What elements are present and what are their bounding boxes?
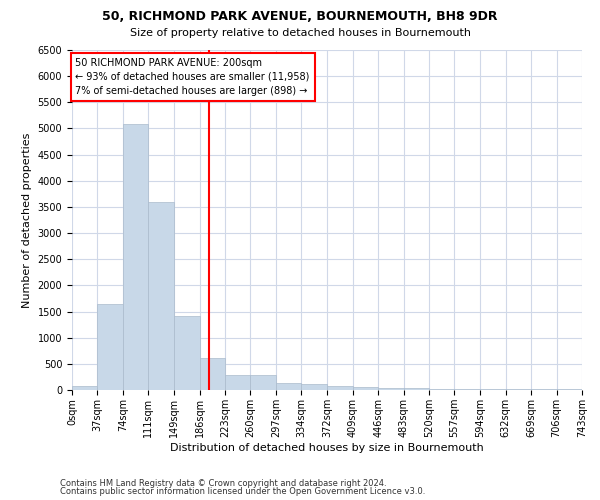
Bar (276, 382, 301, 390)
Bar (250, 376, 276, 390)
Bar (200, 358, 225, 390)
Bar (123, 124, 148, 390)
Bar (301, 384, 328, 390)
Bar (97, 304, 123, 390)
Text: Contains public sector information licensed under the Open Government Licence v3: Contains public sector information licen… (60, 487, 425, 496)
Bar (148, 202, 174, 390)
Y-axis label: Number of detached properties: Number of detached properties (22, 132, 32, 308)
X-axis label: Distribution of detached houses by size in Bournemouth: Distribution of detached houses by size … (170, 442, 484, 452)
Bar (225, 375, 250, 390)
Bar (353, 388, 378, 390)
Bar (429, 389, 454, 390)
Text: 50 RICHMOND PARK AVENUE: 200sqm
← 93% of detached houses are smaller (11,958)
7%: 50 RICHMOND PARK AVENUE: 200sqm ← 93% of… (76, 58, 310, 96)
Text: Size of property relative to detached houses in Bournemouth: Size of property relative to detached ho… (130, 28, 470, 38)
Bar (454, 389, 480, 390)
Text: 50, RICHMOND PARK AVENUE, BOURNEMOUTH, BH8 9DR: 50, RICHMOND PARK AVENUE, BOURNEMOUTH, B… (102, 10, 498, 23)
Bar (174, 316, 200, 390)
Bar (328, 386, 353, 390)
Text: Contains HM Land Registry data © Crown copyright and database right 2024.: Contains HM Land Registry data © Crown c… (60, 478, 386, 488)
Bar (404, 388, 429, 390)
Bar (378, 388, 404, 390)
Bar (72, 386, 97, 390)
